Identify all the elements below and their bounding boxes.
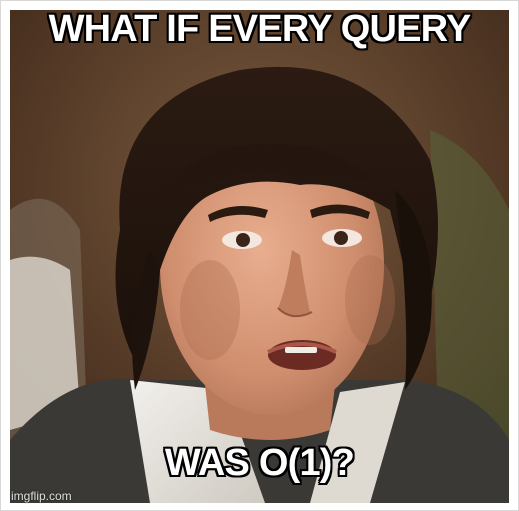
meme-bottom-caption: WAS O(1)? <box>164 442 355 484</box>
meme-top-caption: WHAT IF EVERY QUERY <box>48 8 472 50</box>
meme-photo <box>10 10 509 503</box>
imgflip-watermark: imgflip.com <box>11 489 72 503</box>
